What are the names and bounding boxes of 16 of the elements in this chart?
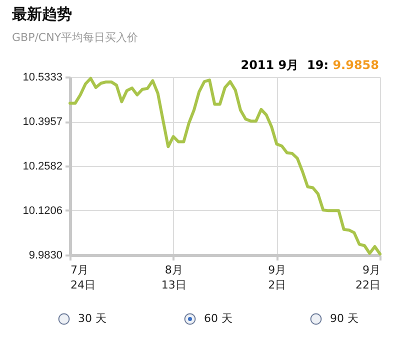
x-tick-label: 9月 2日 — [268, 264, 286, 292]
text: 9.9858 — [332, 58, 379, 72]
text: 60 天 — [204, 311, 232, 326]
y-tick-label: 9.9830 — [28, 250, 62, 262]
text: 2011 9月 19: — [240, 58, 330, 72]
y-tick-label: 10.3957 — [22, 116, 62, 128]
x-tick-label: 9月 22日 — [356, 264, 380, 292]
y-tick-label: 10.1206 — [22, 204, 62, 217]
chart-title: 最新趋势 — [12, 5, 72, 24]
text: 30 天 — [78, 311, 106, 326]
text: 90 天 — [330, 311, 358, 326]
y-tick-label: 10.2582 — [22, 160, 62, 172]
y-tick-label: 10.5333 — [22, 72, 62, 84]
x-tick-label: 8月 13日 — [161, 264, 186, 292]
chart-subtitle: GBP/CNY平均每日买入价 — [12, 30, 138, 45]
x-tick-label: 7月 24日 — [70, 264, 96, 292]
